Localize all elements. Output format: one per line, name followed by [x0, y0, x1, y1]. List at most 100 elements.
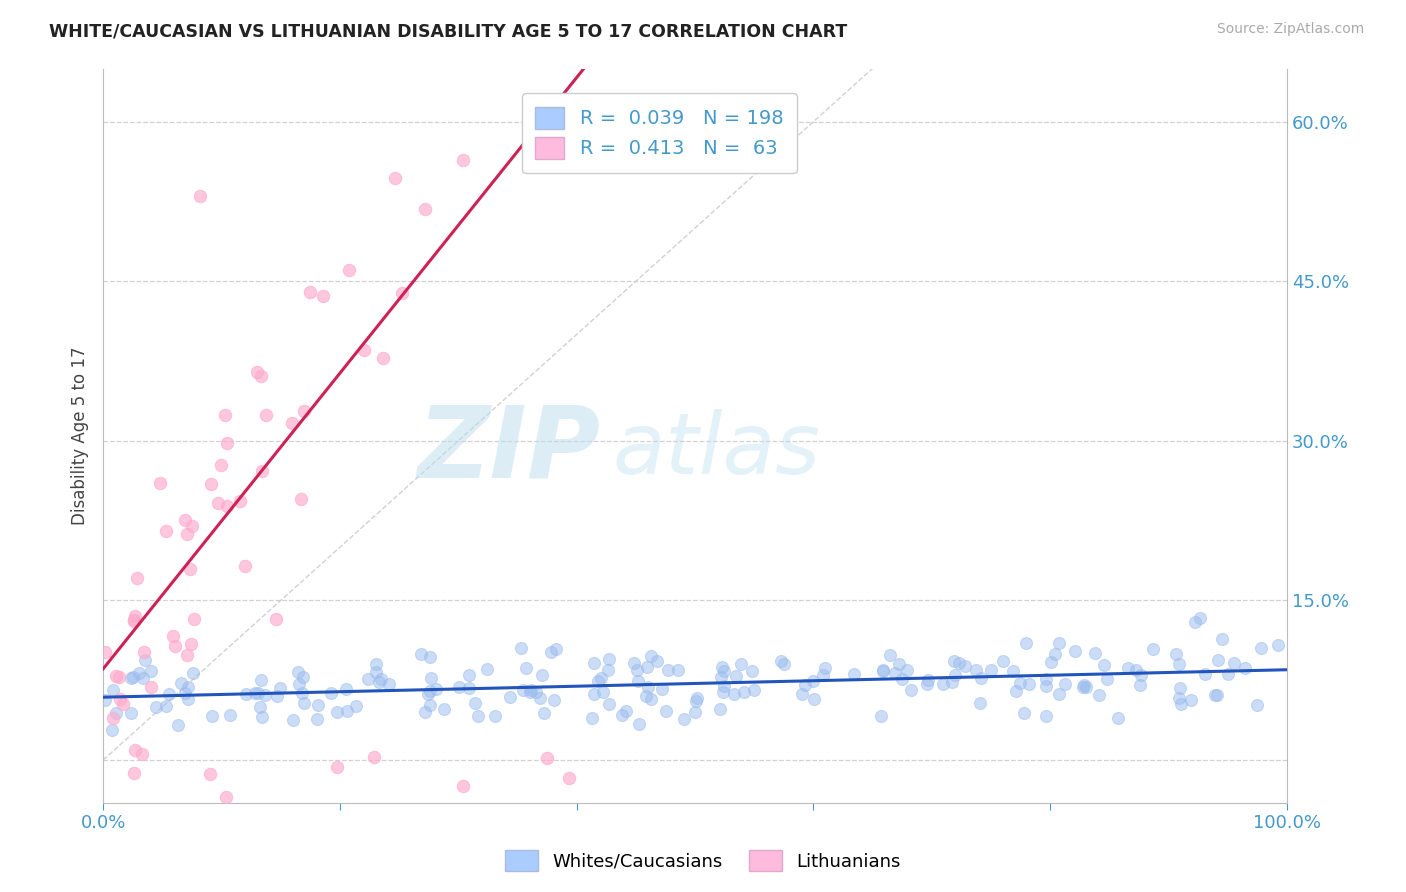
Point [176, 527, 198, 541]
Point [416, 686, 439, 700]
Point [614, 704, 637, 718]
Point [1234, 661, 1257, 675]
Point [420, 671, 443, 685]
Point [254, 688, 277, 702]
Point [655, 704, 678, 718]
Point [666, 663, 689, 677]
Point [299, 285, 322, 299]
Point [335, 681, 357, 696]
Point [363, 750, 385, 764]
Point [291, 685, 314, 699]
Point [610, 707, 633, 722]
Point [1205, 688, 1227, 702]
Point [801, 674, 824, 689]
Point [484, 709, 506, 723]
Point [558, 772, 581, 786]
Point [1073, 678, 1095, 692]
Point [969, 696, 991, 710]
Point [686, 690, 709, 705]
Point [319, 686, 342, 700]
Point [125, 571, 148, 585]
Point [357, 672, 380, 686]
Point [651, 681, 673, 696]
Point [544, 641, 567, 656]
Point [540, 645, 562, 659]
Point [515, 661, 537, 675]
Point [970, 671, 993, 685]
Point [108, 670, 131, 684]
Point [943, 668, 966, 682]
Point [103, 711, 125, 725]
Point [155, 524, 177, 538]
Point [627, 673, 650, 688]
Point [266, 689, 288, 703]
Point [772, 657, 794, 671]
Point [879, 648, 901, 662]
Point [287, 665, 309, 680]
Point [491, 0, 513, 10]
Point [200, 476, 222, 491]
Text: ZIP: ZIP [418, 401, 600, 499]
Legend: Whites/Caucasians, Lithuanians: Whites/Caucasians, Lithuanians [498, 843, 908, 879]
Point [713, 679, 735, 693]
Point [1039, 655, 1062, 669]
Text: Source: ZipAtlas.com: Source: ZipAtlas.com [1216, 22, 1364, 37]
Point [915, 677, 938, 691]
Point [769, 654, 792, 668]
Point [134, 645, 156, 659]
Point [711, 685, 734, 699]
Point [183, 666, 205, 681]
Point [162, 629, 184, 643]
Point [1047, 687, 1070, 701]
Point [457, 668, 479, 682]
Point [884, 666, 907, 681]
Point [1118, 661, 1140, 675]
Point [180, 637, 202, 651]
Point [326, 760, 349, 774]
Point [250, 369, 273, 384]
Point [180, 518, 202, 533]
Point [475, 662, 498, 676]
Point [953, 658, 976, 673]
Point [993, 654, 1015, 668]
Point [413, 202, 436, 216]
Point [1267, 638, 1289, 652]
Point [589, 671, 612, 685]
Point [209, 458, 232, 472]
Point [1170, 698, 1192, 712]
Point [637, 680, 659, 694]
Point [201, 708, 224, 723]
Point [122, 765, 145, 780]
Point [413, 705, 436, 719]
Point [634, 689, 657, 703]
Point [122, 614, 145, 628]
Point [733, 685, 755, 699]
Point [640, 649, 662, 664]
Text: atlas: atlas [612, 409, 820, 491]
Point [344, 699, 367, 714]
Point [685, 694, 707, 708]
Point [353, 343, 375, 358]
Point [120, 706, 142, 720]
Point [378, 677, 401, 691]
Point [1035, 709, 1057, 723]
Point [1194, 667, 1216, 681]
Point [218, 708, 240, 723]
Point [1168, 691, 1191, 706]
Point [339, 263, 361, 277]
Point [215, 790, 238, 805]
Y-axis label: Disability Age 5 to 17: Disability Age 5 to 17 [72, 346, 89, 524]
Point [1001, 665, 1024, 679]
Point [433, 702, 456, 716]
Point [657, 663, 679, 677]
Point [249, 673, 271, 687]
Point [1005, 684, 1028, 698]
Point [900, 682, 922, 697]
Point [451, 153, 474, 168]
Point [176, 692, 198, 706]
Point [1107, 711, 1129, 725]
Point [592, 685, 614, 699]
Point [1184, 615, 1206, 629]
Point [581, 711, 603, 725]
Point [252, 710, 274, 724]
